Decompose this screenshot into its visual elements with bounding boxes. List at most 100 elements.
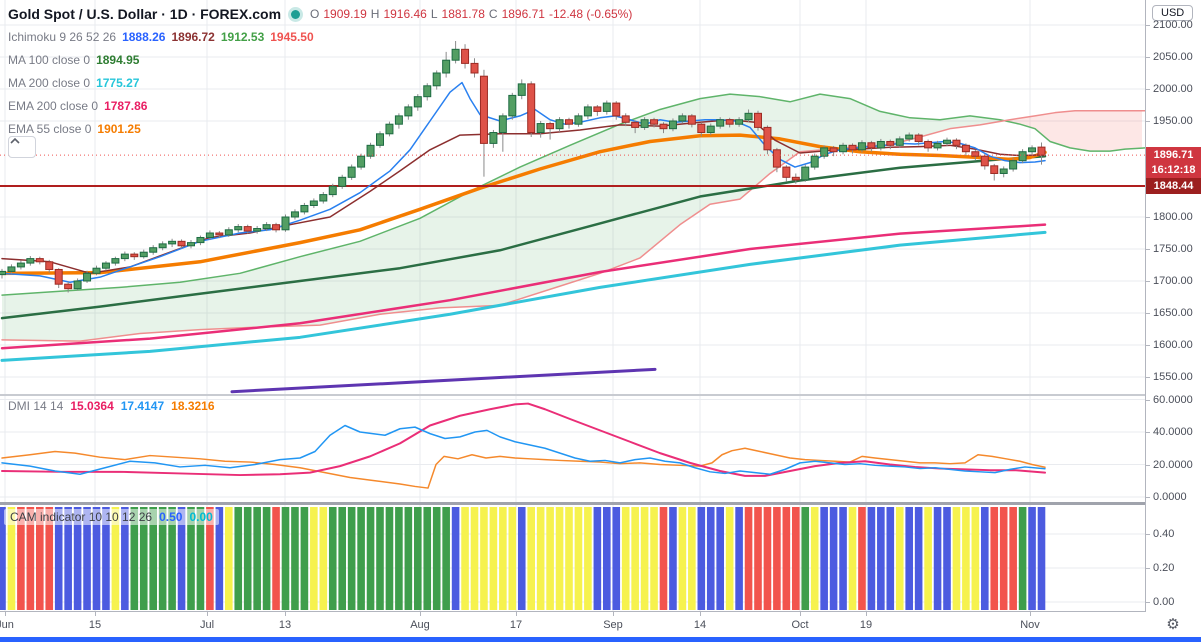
price-tick-label: 2100.00 [1146,19,1193,31]
ichimoku-cloud [2,94,1142,342]
time-axis[interactable]: ⚙ Jun 15 Jul 13 Aug 17 Sep 14 Oct 19 Nov [0,612,1201,637]
ema200-value: 1787.86 [104,99,148,113]
bar-countdown-badge: 16:12:18 [1146,163,1201,179]
time-tick-label: Jul [199,619,215,631]
price-tick-label: 2000.00 [1146,83,1193,95]
time-tick-mark [516,612,517,616]
time-tick-mark [95,612,96,616]
ema200-legend-row[interactable]: EMA 200 close 0 1787.86 [8,96,632,116]
ma200-line [0,230,1047,362]
purple-trendline [230,367,657,394]
dmi-label: DMI 14 14 [8,399,64,413]
price-tick-label: 2050.00 [1146,51,1193,63]
ichimoku-spana-value: 1912.53 [220,30,265,44]
open-label: O [310,7,320,21]
cam-label: CAM indicator 10 10 12 26 [10,510,153,524]
time-tick-mark [1030,612,1031,616]
time-tick-mark [866,612,867,616]
cam-legend-row[interactable]: CAM indicator 10 10 12 26 0.50 0.00 [4,509,219,525]
axis-settings-button[interactable]: ⚙ [1160,615,1186,635]
ma100-legend-row[interactable]: MA 100 close 0 1894.95 [8,50,632,70]
ohlc-values: O 1909.19 H 1916.46 L 1881.78 C 1896.71 -12.… [310,7,632,21]
price-tick-label: 1600.00 [1146,339,1193,351]
low-label: L [430,7,438,21]
high-value: 1916.46 [383,7,427,21]
price-axis[interactable]: USD 1896.71 16:12:18 1848.44 2100.00 2050… [1145,0,1201,612]
close-label: C [488,7,498,21]
time-tick-label: 17 [509,619,523,631]
last-price-badge: 1896.71 [1146,147,1201,164]
gear-icon: ⚙ [1166,616,1180,633]
ichimoku-kijun-line [1,118,1046,275]
time-tick-label: Aug [410,619,430,631]
cam-indicator-bars [0,507,1046,610]
price-tick-label: 1950.00 [1146,115,1193,127]
time-tick-mark [613,612,614,616]
dmi-minusdi-value: 18.3216 [171,399,215,413]
price-tick-label: 60.0000 [1146,393,1193,406]
time-axis-border [0,611,1201,612]
dmi-minus-di-line [1,447,1046,489]
time-tick-mark [420,612,421,616]
ma200-label: MA 200 close 0 [8,76,91,90]
time-tick-label: Oct [791,619,809,631]
currency-badge[interactable]: USD [1152,5,1194,21]
ichimoku-legend-row[interactable]: Ichimoku 9 26 52 26 1888.26 1896.72 1912… [8,27,632,47]
cam-value-1: 0.50 [159,510,183,524]
candlestick-series [0,41,1046,293]
collapse-legend-button[interactable] [8,136,36,158]
ema200-line [0,223,1047,350]
ma200-legend-row[interactable]: MA 200 close 0 1775.27 [8,73,632,93]
price-tick-label: 1700.00 [1146,275,1193,287]
price-tick-label: 1750.00 [1146,243,1193,255]
ichimoku-senkou-b-line [1,110,1145,342]
dmi-plusdi-value: 17.4147 [120,399,165,413]
time-tick-mark [800,612,801,616]
time-tick-mark [5,612,6,616]
horizontal-line-price-badge: 1848.44 [1146,177,1201,194]
close-value: 1896.71 [501,7,545,21]
dmi-adx-value: 15.0364 [70,399,114,413]
time-tick-label: 14 [693,619,707,631]
time-tick-label: Sep [603,619,623,631]
time-tick-label: Jun [0,619,14,631]
ema55-legend-row[interactable]: EMA 55 close 0 1901.25 [8,119,632,139]
time-tick-mark [207,612,208,616]
high-label: H [370,7,380,21]
ichimoku-conversion-value: 1888.26 [122,30,166,44]
time-tick-mark [285,612,286,616]
bottom-accent-bar [0,637,1201,642]
cam-value-2: 0.00 [189,510,213,524]
ichimoku-spanb-value: 1945.50 [270,30,314,44]
ichimoku-label: Ichimoku 9 26 52 26 [8,30,117,44]
dmi-legend-row[interactable]: DMI 14 14 15.0364 17.4147 18.3216 [8,399,215,413]
pane-separator-main-dmi[interactable] [0,394,1201,396]
price-tick-label: 0.40 [1145,528,1175,540]
ma100-value: 1894.95 [96,53,140,67]
ema55-line [0,133,1047,276]
time-tick-mark [700,612,701,616]
price-tick-label: 0.00 [1145,596,1175,608]
dmi-plus-di-line [1,424,1046,475]
price-tick-label: 1550.00 [1146,371,1193,383]
ema200-label: EMA 200 close 0 [8,99,99,113]
price-tick-label: 40.0000 [1146,426,1193,438]
ma200-value: 1775.27 [96,76,140,90]
price-tick-label: 0.20 [1145,562,1175,574]
symbol-title[interactable]: Gold Spot / U.S. Dollar · 1D · FOREX.com [8,6,282,22]
ema55-label: EMA 55 close 0 [8,122,92,136]
low-value: 1881.78 [441,7,485,21]
ichimoku-base-value: 1896.72 [171,30,215,44]
ma100-line [0,154,1047,320]
time-tick-label: 13 [278,619,292,631]
symbol-header-row[interactable]: Gold Spot / U.S. Dollar · 1D · FOREX.com… [8,4,632,24]
open-value: 1909.19 [323,7,367,21]
price-tick-label: 20.0000 [1146,458,1193,471]
pane-separator-dmi-cam[interactable] [0,502,1201,505]
price-tick-label: 1650.00 [1146,307,1193,319]
change-value: -12.48 (-0.65%) [548,7,633,21]
market-status-dot-icon [291,9,301,19]
time-tick-label: Nov [1020,619,1040,631]
chart-canvas[interactable] [0,0,1145,612]
